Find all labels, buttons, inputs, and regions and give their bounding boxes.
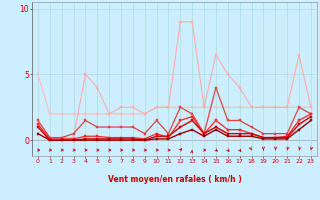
X-axis label: Vent moyen/en rafales ( km/h ): Vent moyen/en rafales ( km/h ) xyxy=(108,175,241,184)
